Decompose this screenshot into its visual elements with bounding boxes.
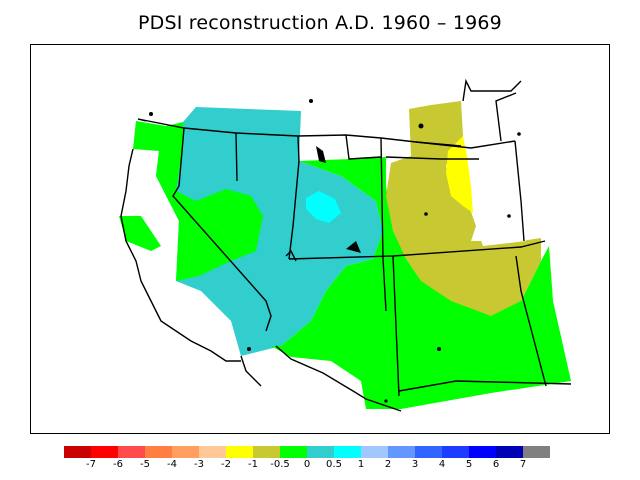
legend-swatch bbox=[388, 446, 415, 458]
legend-swatch bbox=[469, 446, 496, 458]
legend-tick-label: 0.5 bbox=[326, 459, 342, 470]
legend-tick-label: -5 bbox=[140, 459, 150, 470]
legend-swatch bbox=[64, 446, 91, 458]
legend-swatch bbox=[172, 446, 199, 458]
legend-tick-label: 3 bbox=[411, 459, 419, 470]
wyoming-yellow-region bbox=[446, 136, 473, 213]
legend-swatch bbox=[91, 446, 118, 458]
no-data-region bbox=[467, 141, 526, 246]
legend-swatch bbox=[145, 446, 172, 458]
legend-swatch bbox=[118, 446, 145, 458]
great-basin-cyan-region bbox=[156, 107, 383, 356]
legend-swatch bbox=[307, 446, 334, 458]
legend-tick-label: -4 bbox=[167, 459, 177, 470]
legend-swatch bbox=[442, 446, 469, 458]
legend-swatch bbox=[496, 446, 523, 458]
legend-tick-label: -0.5 bbox=[270, 459, 290, 470]
legend-tick-label: -2 bbox=[221, 459, 231, 470]
legend-swatch bbox=[253, 446, 280, 458]
southwest-green-region bbox=[271, 157, 571, 409]
pacific-northwest-green-region bbox=[119, 121, 263, 281]
legend-tick-label: 2 bbox=[384, 459, 392, 470]
legend-tick-label: 0 bbox=[303, 459, 311, 470]
legend-swatch bbox=[280, 446, 307, 458]
map-frame bbox=[30, 44, 610, 434]
legend-tick-label: 7 bbox=[519, 459, 527, 470]
boundaries bbox=[120, 78, 572, 412]
legend-swatch bbox=[226, 446, 253, 458]
legend-swatch bbox=[334, 446, 361, 458]
legend-tick-label: -3 bbox=[194, 459, 204, 470]
legend-tick-label: 1 bbox=[357, 459, 365, 470]
legend-labels: -7 -6 -5 -4 -3 -2 -1 -0.5 0 0.5 1 2 3 4 5 6 7 bbox=[0, 459, 640, 473]
legend-tick-label: 4 bbox=[438, 459, 446, 470]
legend-swatch bbox=[415, 446, 442, 458]
legend-tick-label: -7 bbox=[86, 459, 96, 470]
legend-colorbar bbox=[64, 446, 550, 458]
legend-swatch bbox=[361, 446, 388, 458]
map-title: PDSI reconstruction A.D. 1960 – 1969 bbox=[138, 12, 502, 34]
legend-tick-label: 6 bbox=[492, 459, 500, 470]
legend-tick-label: 5 bbox=[465, 459, 473, 470]
pdsi-map bbox=[119, 78, 572, 412]
northern-plains-olive-region bbox=[386, 101, 541, 316]
legend-swatch bbox=[523, 446, 550, 458]
lakes bbox=[149, 99, 521, 403]
utah-wetter-cyan-region bbox=[306, 191, 341, 223]
legend-tick-label: -6 bbox=[113, 459, 123, 470]
legend-tick-label: -1 bbox=[248, 459, 258, 470]
legend-swatch bbox=[199, 446, 226, 458]
